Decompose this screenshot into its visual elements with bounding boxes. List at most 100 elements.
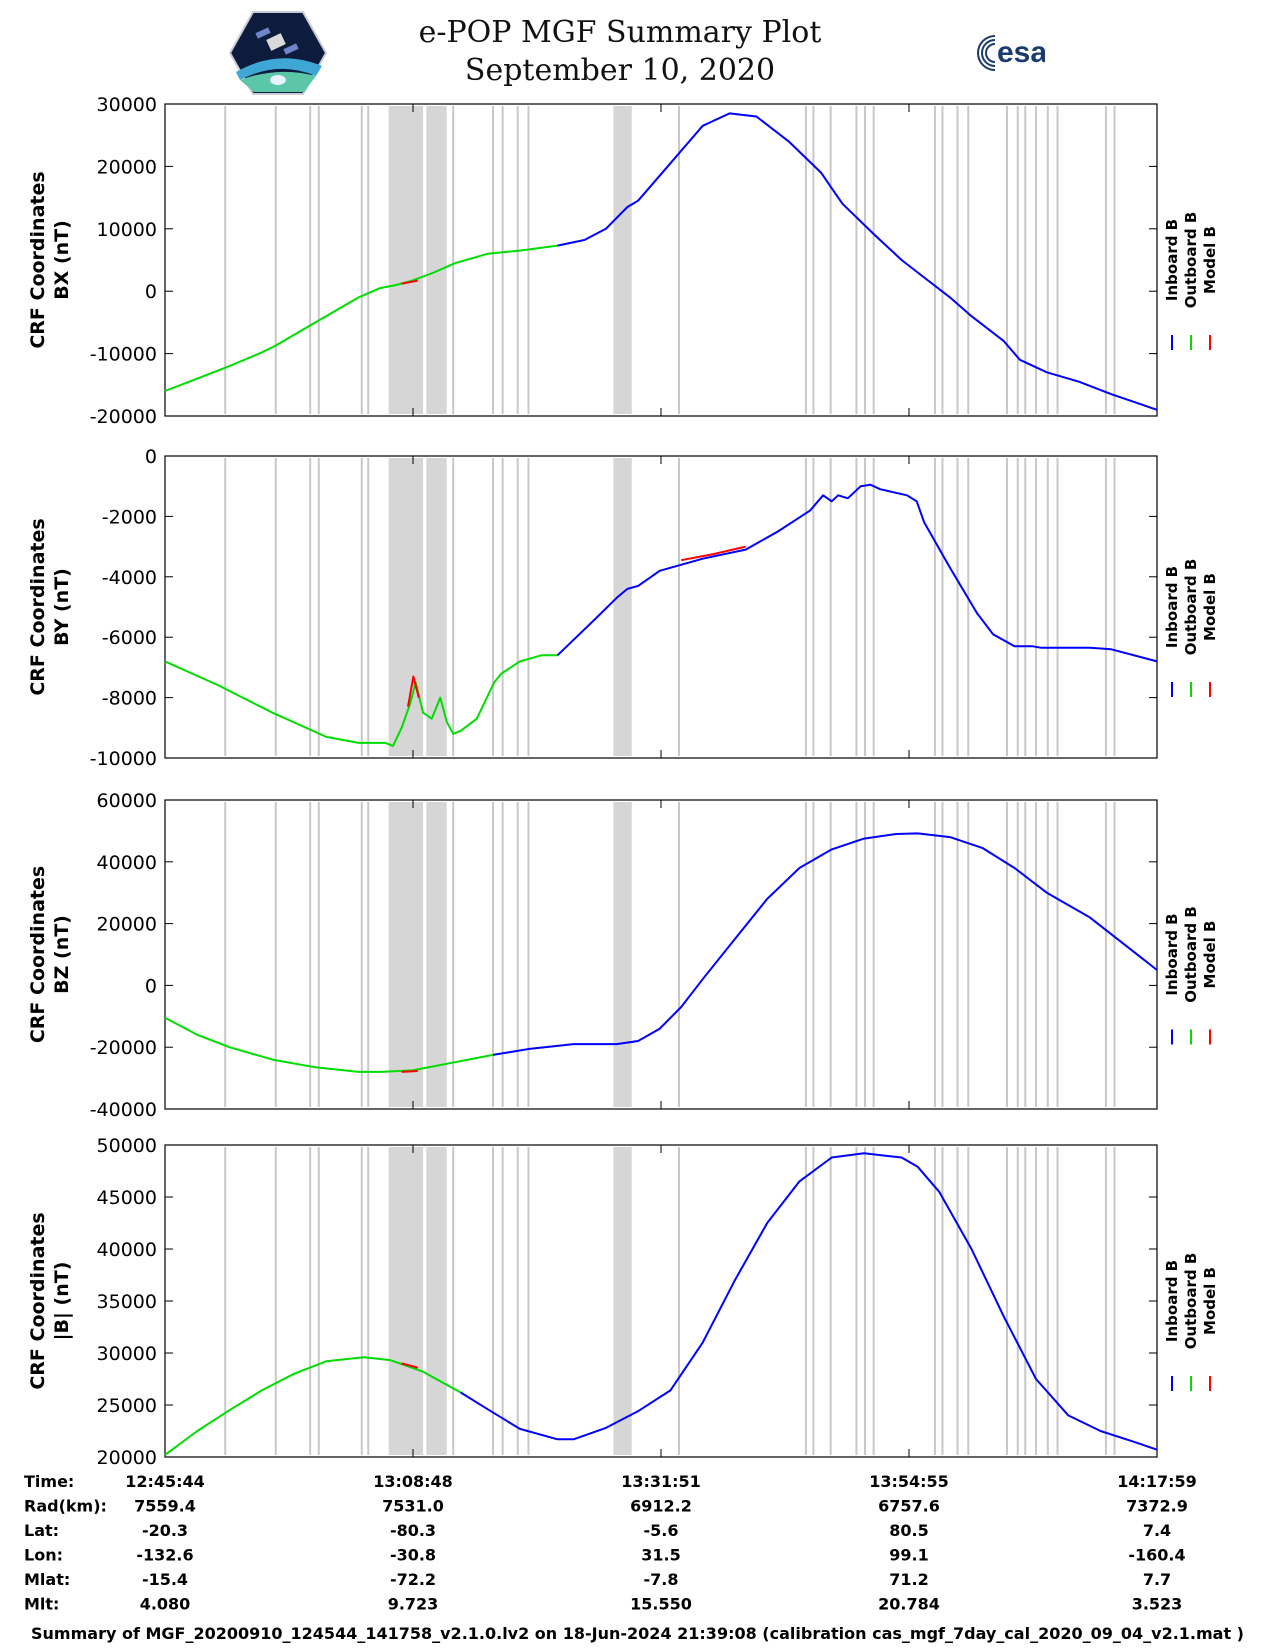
table-cell: 4.080 — [140, 1595, 191, 1614]
y-tick-label: 35000 — [97, 1291, 157, 1313]
data-gap-band — [613, 106, 632, 414]
y-axis-label-line: |B| (nT) — [51, 1262, 73, 1341]
series-inboard-b — [556, 483, 1158, 663]
y-tick-label: 0 — [145, 446, 157, 468]
table-cell: -72.2 — [390, 1570, 436, 1589]
table-cell: 13:08:48 — [373, 1472, 453, 1491]
series-model-b — [401, 279, 418, 285]
y-axis-label-line: CRF Coordinates — [27, 518, 49, 695]
series-model-b — [681, 545, 746, 562]
table-cell: 6912.2 — [630, 1497, 692, 1516]
table-cell: 20.784 — [878, 1595, 940, 1614]
plot-frame — [164, 455, 1158, 759]
series-outboard-b — [164, 1016, 494, 1073]
y-tick-label: -20000 — [90, 406, 157, 428]
y-tick-label: 40000 — [97, 852, 157, 874]
y-tick-label: 0 — [145, 975, 157, 997]
esa-logo-text: esa — [997, 36, 1045, 69]
esa-logo: esa — [977, 35, 1045, 71]
data-gap-band — [388, 1147, 424, 1455]
data-gap-band — [613, 458, 632, 756]
legend-label: Outboard B — [1182, 1253, 1200, 1350]
table-cell: 14:17:59 — [1117, 1472, 1197, 1491]
legend-label: Inboard B — [1163, 1260, 1181, 1342]
table-cell: -132.6 — [136, 1546, 193, 1565]
y-tick-label: 20000 — [97, 156, 157, 178]
y-tick-label: 30000 — [97, 1343, 157, 1365]
legend-label: Outboard B — [1182, 212, 1200, 309]
table-cell: 7559.4 — [134, 1497, 196, 1516]
legend-label: Model B — [1201, 921, 1219, 989]
table-row-label: Lon: — [24, 1546, 63, 1565]
data-gap-band — [388, 802, 424, 1107]
data-gap-band — [388, 458, 424, 756]
y-tick-label: -20000 — [90, 1037, 157, 1059]
data-gap-band — [426, 106, 447, 414]
legend: Inboard B Outboard B Model B — [1163, 906, 1219, 1045]
table-cell: 13:54:55 — [869, 1472, 949, 1491]
y-tick-label: 20000 — [97, 914, 157, 936]
legend-label: Model B — [1201, 226, 1219, 294]
legend-label: Outboard B — [1182, 906, 1200, 1003]
table-row-label: Mlat: — [24, 1570, 70, 1589]
table-cell: -5.6 — [644, 1521, 679, 1540]
table-cell: -15.4 — [142, 1570, 188, 1589]
cassiope-logo — [228, 11, 328, 95]
y-axis-label-line: CRF Coordinates — [27, 866, 49, 1043]
panel-by: -10000 -8000 -6000 -4000 -2000 0 CRF Coordinat… — [27, 446, 1219, 770]
table-row-label: Mlt: — [24, 1595, 59, 1614]
series-inboard-b — [492, 832, 1158, 1056]
table-cell: -80.3 — [390, 1521, 436, 1540]
series-inboard-b — [460, 1152, 1158, 1451]
legend-label: Inboard B — [1163, 566, 1181, 648]
table-cell: 12:45:44 — [125, 1472, 205, 1491]
y-tick-label: -10000 — [90, 748, 157, 770]
plot-frame — [164, 103, 1158, 417]
y-tick-label: 25000 — [97, 1395, 157, 1417]
series-outboard-b — [164, 654, 558, 747]
table-cell: -160.4 — [1128, 1546, 1185, 1565]
y-tick-label: -4000 — [102, 567, 157, 589]
y-axis-label: CRF Coordinates BY (nT) — [27, 518, 73, 695]
legend-label: Model B — [1201, 573, 1219, 641]
table-cell: 31.5 — [641, 1546, 680, 1565]
table-cell: 7.7 — [1143, 1570, 1171, 1589]
table-cell: 13:31:51 — [621, 1472, 701, 1491]
legend-label: Model B — [1201, 1267, 1219, 1335]
panel-bmag: 20000 25000 30000 35000 40000 45000 50000 CRF C… — [27, 1135, 1219, 1469]
legend-label: Inboard B — [1163, 913, 1181, 995]
y-tick-label: -8000 — [102, 688, 157, 710]
series-inboard-b — [557, 112, 1158, 411]
table-cell: 80.5 — [889, 1521, 928, 1540]
plot-frame — [164, 799, 1158, 1110]
data-gap-band — [388, 106, 424, 414]
panel-bx: -20000 -10000 0 10000 20000 30000 CRF Coordina… — [27, 94, 1219, 428]
y-tick-label: -6000 — [102, 627, 157, 649]
plot-title-block: e-POP MGF Summary Plot September 10, 202… — [380, 14, 860, 90]
y-tick-label: 0 — [145, 281, 157, 303]
y-tick-label: 50000 — [97, 1135, 157, 1157]
series-model-b — [401, 1362, 418, 1369]
series-outboard-b — [164, 1356, 462, 1456]
table-cell: 99.1 — [889, 1546, 928, 1565]
legend-label: Inboard B — [1163, 219, 1181, 301]
series-outboard-b — [164, 244, 558, 392]
panel-bz: -40000 -20000 0 20000 40000 60000 CRF Coordina… — [27, 790, 1219, 1121]
table-cell: 9.723 — [388, 1595, 439, 1614]
y-tick-label: 10000 — [97, 219, 157, 241]
series-model-b — [401, 1070, 418, 1073]
table-cell: 6757.6 — [878, 1497, 940, 1516]
y-tick-label: 20000 — [97, 1447, 157, 1469]
table-cell: -20.3 — [142, 1521, 188, 1540]
table-cell: -7.8 — [644, 1570, 679, 1589]
data-gap-band — [613, 802, 632, 1107]
table-cell: 15.550 — [630, 1595, 692, 1614]
data-gap-band — [426, 1147, 447, 1455]
plot-frame — [164, 1144, 1158, 1458]
table-cell: -30.8 — [390, 1546, 436, 1565]
y-axis-label-line: BZ (nT) — [51, 915, 73, 994]
y-tick-label: 40000 — [97, 1239, 157, 1261]
table-row-label: Lat: — [24, 1521, 59, 1540]
legend: Inboard B Outboard B Model B — [1163, 1253, 1219, 1391]
